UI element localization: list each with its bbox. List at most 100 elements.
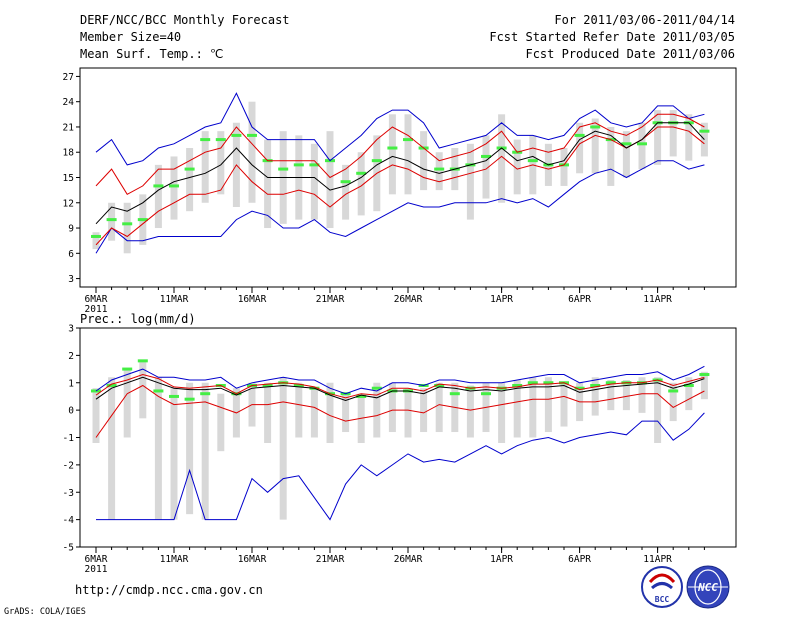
median-mark	[637, 142, 647, 146]
median-mark	[699, 373, 710, 377]
ensemble-box	[498, 114, 506, 203]
ensemble-box	[560, 382, 568, 427]
x-year-label: 2011	[85, 304, 108, 315]
grads-credit: GrADS: COLA/IGES	[4, 607, 86, 617]
ensemble-box	[638, 377, 646, 413]
y-tick-label: 0	[68, 406, 74, 417]
x-tick-label: 6MAR	[85, 294, 108, 305]
ensemble-box	[669, 382, 677, 422]
median-mark	[434, 383, 445, 387]
max-line	[95, 365, 705, 395]
ensemble-box	[420, 388, 428, 433]
ensemble-box	[388, 382, 396, 433]
ensemble-box	[685, 377, 693, 411]
ensemble-box	[108, 202, 116, 241]
ensemble-box	[186, 148, 194, 212]
ensemble-box	[201, 131, 209, 203]
ensemble-box	[154, 164, 162, 229]
median-mark	[356, 171, 367, 175]
x-tick-label: 16MAR	[238, 554, 267, 565]
ensemble-box	[654, 110, 662, 165]
ensemble-box	[279, 377, 287, 520]
sd-upper-line	[95, 113, 705, 195]
ensemble-box	[108, 377, 116, 520]
bcc-logo-text: BCC	[655, 595, 670, 604]
sd-lower-line	[95, 384, 705, 438]
ensemble-box	[170, 388, 178, 520]
median-mark	[543, 381, 554, 385]
sd-lower-line	[95, 126, 705, 246]
x-tick-label: 16MAR	[238, 294, 267, 305]
ensemble-box	[560, 148, 568, 186]
median-mark	[590, 125, 601, 129]
x-tick-label: 11MAR	[160, 554, 189, 565]
ensemble-box	[170, 156, 178, 220]
ensemble-box	[264, 139, 272, 229]
median-mark	[403, 138, 413, 142]
median-mark	[262, 383, 273, 387]
median-mark	[247, 133, 257, 137]
median-mark	[122, 367, 133, 371]
ensemble-box	[310, 143, 318, 220]
ensemble-box	[498, 382, 506, 443]
median-mark	[699, 129, 710, 133]
ensemble-box	[544, 377, 552, 433]
x-tick-label: 6MAR	[85, 554, 108, 565]
ensemble-box	[607, 380, 615, 411]
ensemble-box	[435, 382, 443, 433]
min-line	[96, 412, 705, 521]
ensemble-box	[310, 388, 318, 438]
ensemble-box	[404, 114, 412, 195]
ensemble-box	[248, 101, 256, 203]
ensemble-box	[654, 377, 662, 443]
median-mark	[371, 159, 382, 163]
y-tick-label: -3	[63, 488, 74, 499]
median-mark	[527, 381, 538, 385]
ensemble-box	[404, 388, 412, 438]
median-mark	[434, 167, 445, 171]
member-size: Member Size=40	[80, 30, 181, 44]
x-year-label: 2011	[85, 564, 108, 575]
ensemble-box	[217, 393, 225, 452]
ensemble-box	[622, 131, 630, 178]
median-mark	[309, 163, 320, 167]
ensemble-box	[669, 110, 677, 157]
y-tick-label: 2	[68, 351, 74, 362]
median-mark	[215, 138, 226, 142]
ensemble-box	[326, 382, 334, 443]
median-mark	[137, 359, 148, 363]
forecast-period: For 2011/03/06-2011/04/14	[554, 13, 735, 27]
ensemble-box	[154, 377, 162, 520]
ensemble-box	[217, 131, 225, 195]
y-tick-label: -4	[63, 515, 75, 526]
ensemble-box	[342, 164, 350, 220]
ensemble-box	[700, 371, 708, 400]
x-tick-label: 6APR	[568, 554, 591, 565]
median-mark	[387, 146, 398, 150]
y-tick-label: 15	[63, 173, 74, 184]
x-tick-label: 1APR	[490, 554, 513, 565]
ensemble-box	[466, 385, 474, 438]
x-tick-label: 26MAR	[394, 554, 423, 565]
median-mark	[340, 180, 351, 184]
median-mark	[293, 163, 304, 167]
source-url[interactable]: http://cmdp.ncc.cma.gov.cn	[75, 583, 263, 597]
ensemble-box	[139, 360, 147, 419]
median-mark	[356, 394, 367, 398]
x-tick-label: 11APR	[643, 294, 672, 305]
x-tick-label: 6APR	[568, 294, 591, 305]
median-mark	[169, 394, 179, 398]
x-tick-label: 21MAR	[316, 554, 345, 565]
ensemble-box	[638, 122, 646, 170]
ensemble-box	[576, 122, 584, 174]
median-mark	[169, 184, 179, 188]
median-mark	[590, 383, 601, 387]
median-mark	[574, 133, 585, 137]
bcc-logo: BCC	[641, 566, 683, 608]
ensemble-box	[295, 382, 303, 438]
ensemble-box	[513, 139, 521, 195]
mean-line	[95, 122, 705, 225]
